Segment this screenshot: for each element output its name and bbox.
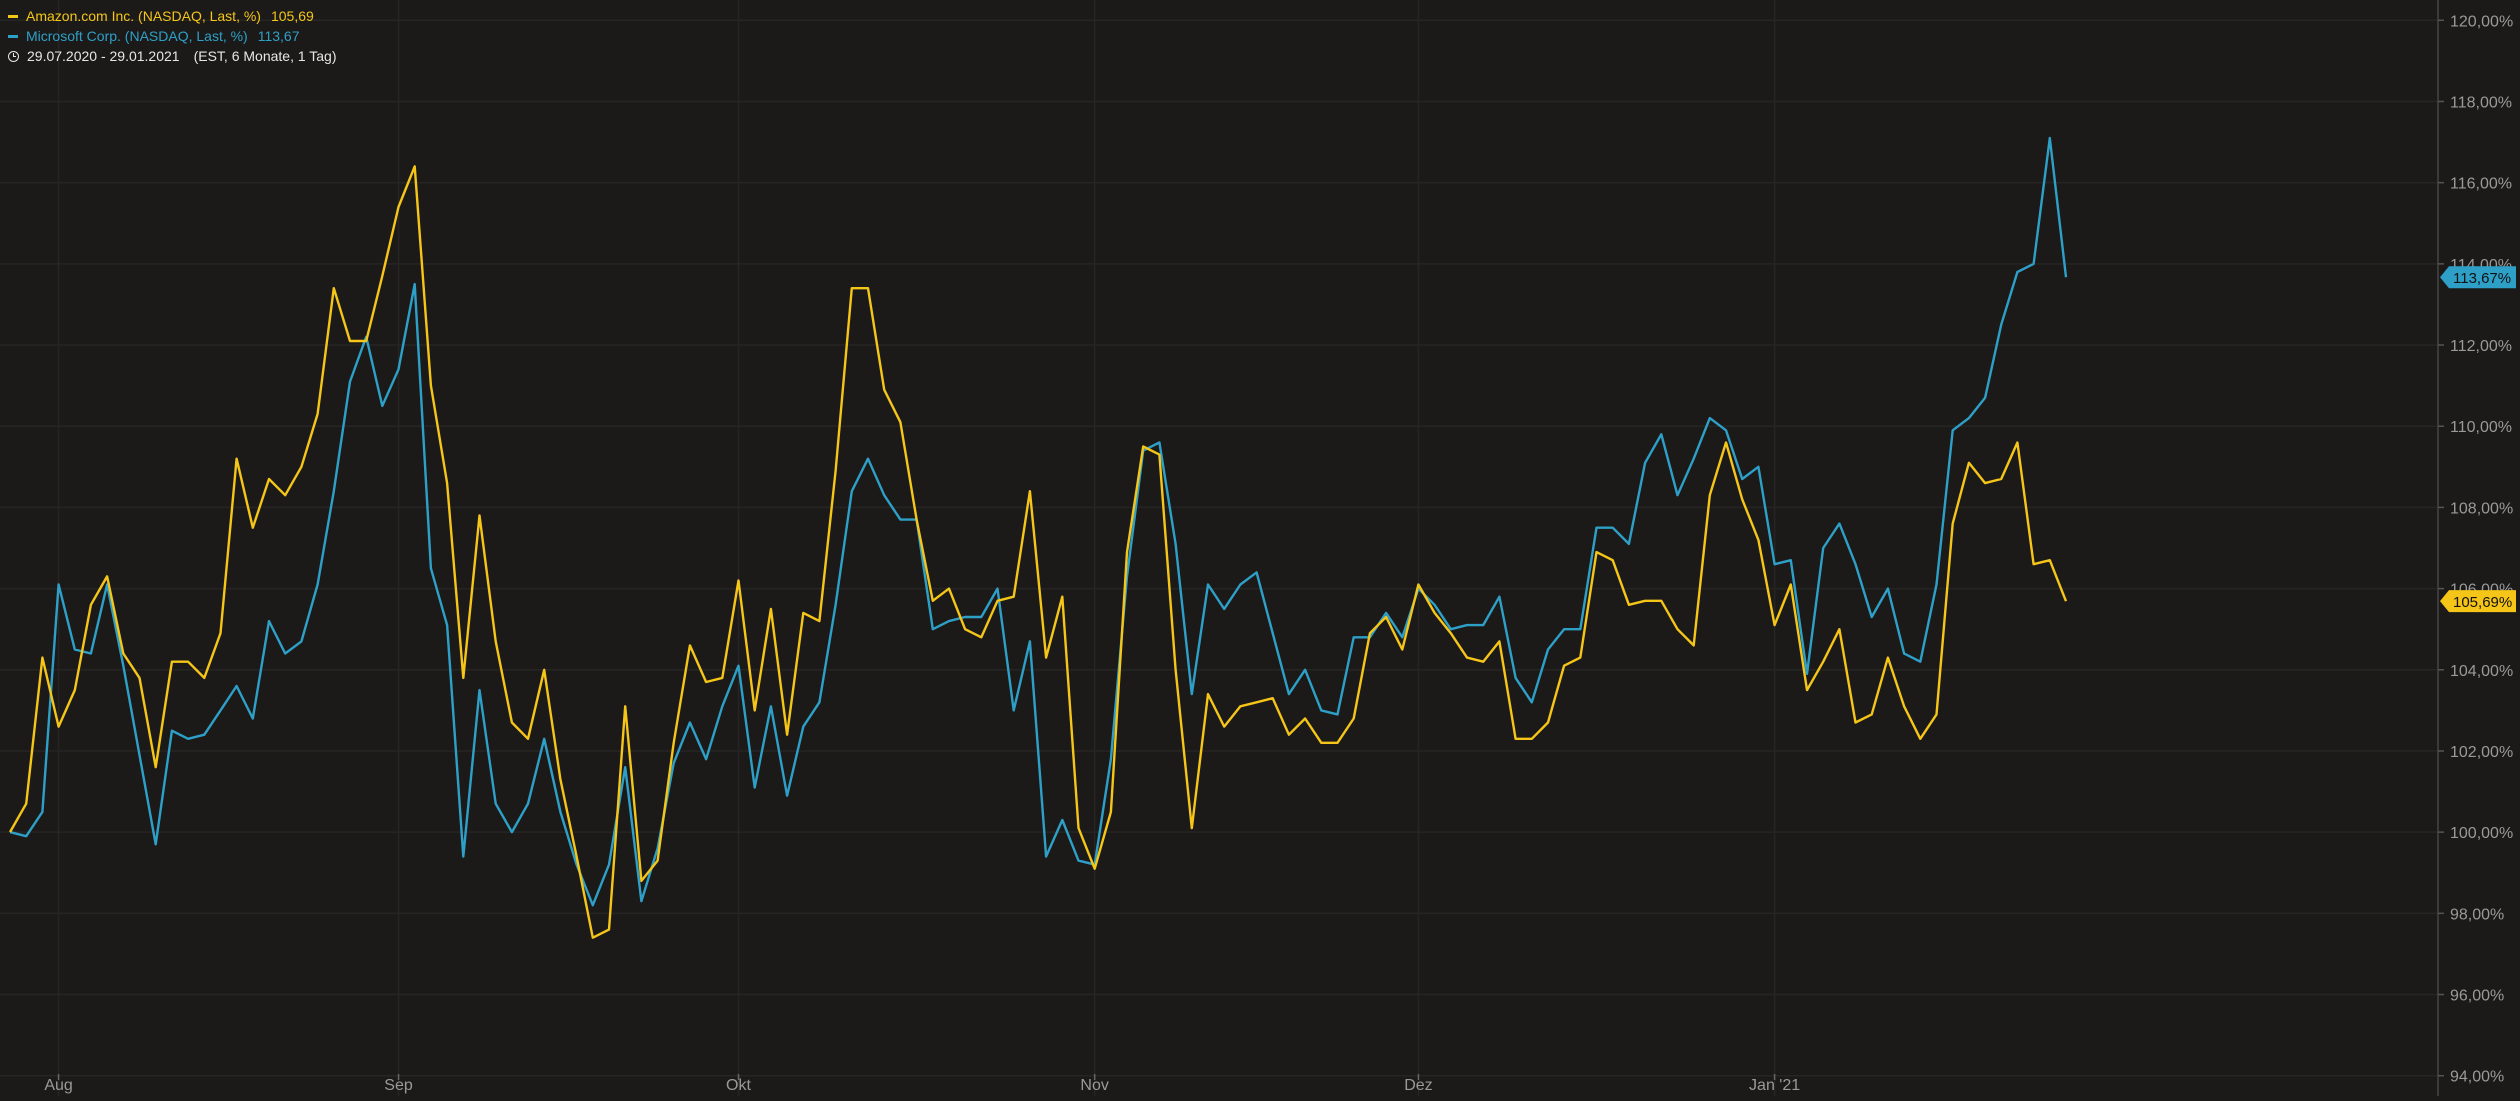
- last-value-labels: 113,67% 105,69%: [2440, 266, 2516, 613]
- x-tick-label: Jan '21: [1749, 1077, 1800, 1094]
- x-tick-label: Nov: [1080, 1077, 1108, 1094]
- y-tick-label: 112,00%: [2450, 338, 2512, 355]
- date-range-extra: (EST, 6 Monate, 1 Tag): [193, 48, 337, 64]
- y-axis-ticks: 94,00% 96,00% 98,00% 100,00% 102,00% 104,00% 1…: [2438, 13, 2513, 1086]
- x-tick-label: Aug: [44, 1077, 72, 1094]
- y-tick-label: 116,00%: [2450, 176, 2512, 193]
- microsoft-legend-label: Microsoft Corp. (NASDAQ, Last, %): [26, 28, 248, 44]
- y-tick-label: 120,00%: [2450, 13, 2513, 30]
- x-tick-label: Okt: [726, 1077, 751, 1094]
- amazon-swatch: [8, 14, 18, 18]
- last-value-marker: [2440, 590, 2516, 613]
- legend-date-range: 29.07.2020 - 29.01.2021 (EST, 6 Monate, …: [8, 46, 337, 66]
- y-tick-label: 118,00%: [2450, 94, 2512, 111]
- last-value-label: 105,69%: [2440, 590, 2516, 613]
- y-tick-label: 108,00%: [2450, 500, 2513, 517]
- last-value-text: 113,67%: [2453, 270, 2511, 287]
- x-tick-label: Sep: [384, 1077, 413, 1094]
- y-tick-label: 104,00%: [2450, 663, 2513, 680]
- amazon-legend-label: Amazon.com Inc. (NASDAQ, Last, %): [26, 8, 261, 24]
- series-lines: [8, 136, 2068, 939]
- y-tick-label: 98,00%: [2450, 906, 2504, 923]
- y-tick-label: 96,00%: [2450, 988, 2504, 1005]
- series-line-microsoft[interactable]: [9, 136, 2068, 907]
- series-line-amazon[interactable]: [8, 165, 2068, 939]
- y-tick-label: 94,00%: [2450, 1069, 2504, 1086]
- microsoft-legend-value: 113,67: [257, 28, 300, 44]
- date-range-text: 29.07.2020 - 29.01.2021: [27, 48, 180, 64]
- y-tick-label: 100,00%: [2450, 825, 2513, 842]
- microsoft-swatch: [8, 34, 18, 38]
- legend-item-amazon[interactable]: Amazon.com Inc. (NASDAQ, Last, %) 105,69: [8, 6, 337, 26]
- clock-icon: [8, 50, 19, 62]
- amazon-legend-value: 105,69: [270, 8, 314, 24]
- y-tick-label: 110,00%: [2450, 419, 2512, 436]
- legend: Amazon.com Inc. (NASDAQ, Last, %) 105,69…: [8, 6, 337, 66]
- last-value-marker: [2440, 266, 2516, 289]
- last-value-label: 113,67%: [2440, 266, 2516, 289]
- last-value-text: 105,69%: [2453, 594, 2512, 611]
- y-tick-label: 102,00%: [2450, 744, 2513, 761]
- x-tick-label: Dez: [1404, 1077, 1432, 1094]
- legend-item-microsoft[interactable]: Microsoft Corp. (NASDAQ, Last, %) 113,67: [8, 26, 337, 46]
- x-axis-ticks: Aug Sep Okt Nov Dez Jan '21: [44, 1074, 1800, 1094]
- grid: [0, 0, 2438, 1096]
